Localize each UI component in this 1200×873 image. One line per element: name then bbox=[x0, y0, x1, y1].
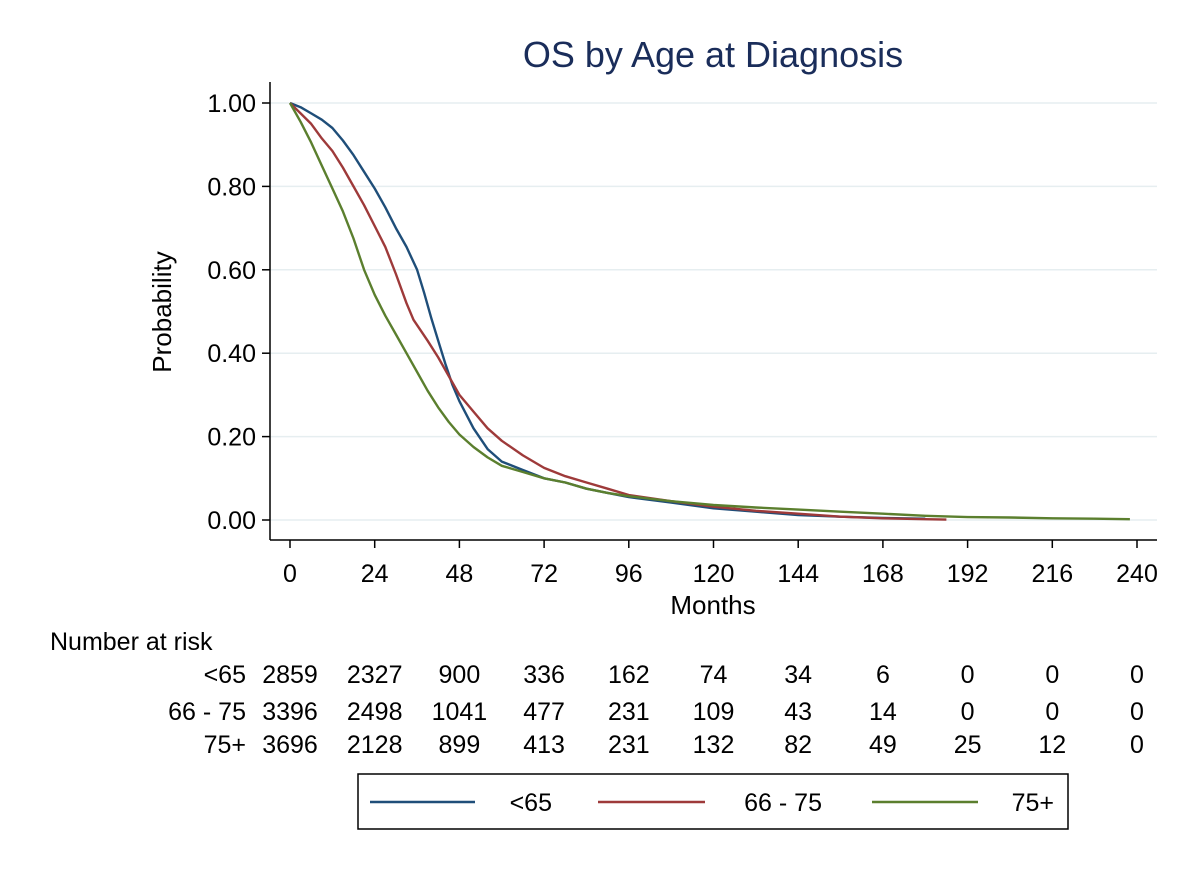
x-tick-label: 96 bbox=[615, 560, 643, 588]
risk-cell: 1041 bbox=[432, 698, 488, 726]
risk-cell: 2498 bbox=[347, 698, 403, 726]
risk-cell: 162 bbox=[608, 661, 650, 689]
gridlines bbox=[270, 102, 1157, 521]
risk-cell: 3396 bbox=[262, 698, 318, 726]
x-tick-label: 144 bbox=[777, 560, 819, 588]
x-tick-label: 240 bbox=[1116, 560, 1158, 588]
risk-cell: 82 bbox=[784, 731, 812, 759]
x-tick-label: 192 bbox=[947, 560, 989, 588]
risk-row-label: 75+ bbox=[204, 731, 246, 759]
risk-cell: 25 bbox=[954, 731, 982, 759]
series-line-0 bbox=[289, 101, 926, 520]
chart-title: OS by Age at Diagnosis bbox=[523, 34, 903, 75]
risk-cell: 231 bbox=[608, 731, 650, 759]
risk-cell: 49 bbox=[869, 731, 897, 759]
y-tick-label: 0.00 bbox=[207, 507, 256, 535]
survival-curves bbox=[288, 101, 1130, 521]
y-tick-label: 0.60 bbox=[207, 257, 256, 285]
risk-cell: 0 bbox=[961, 698, 975, 726]
x-tick-label: 24 bbox=[361, 560, 389, 588]
risk-cell: 2128 bbox=[347, 731, 403, 759]
risk-cell: 231 bbox=[608, 698, 650, 726]
risk-cell: 2327 bbox=[347, 661, 403, 689]
risk-cell: 3696 bbox=[262, 731, 318, 759]
risk-cell: 0 bbox=[961, 661, 975, 689]
legend-label-1: 66 - 75 bbox=[744, 789, 822, 817]
series-line-1 bbox=[289, 102, 947, 521]
risk-cell: 336 bbox=[523, 661, 565, 689]
risk-cell: 900 bbox=[439, 661, 481, 689]
x-tick-label: 120 bbox=[693, 560, 735, 588]
x-tick-label: 216 bbox=[1031, 560, 1073, 588]
x-tick-label: 48 bbox=[445, 560, 473, 588]
x-axis-ticks: 0 24 48 72 96 120 144 168 192 216 240 bbox=[283, 540, 1158, 588]
risk-cell: 109 bbox=[693, 698, 735, 726]
x-tick-label: 168 bbox=[862, 560, 904, 588]
risk-cell: 6 bbox=[876, 661, 890, 689]
risk-table: <65 2859 2327 900 336 162 74 34 6 0 0 0 66 - 75 3396 2… bbox=[168, 661, 1144, 759]
risk-table-heading: Number at risk bbox=[50, 628, 213, 656]
risk-cell: 0 bbox=[1130, 661, 1144, 689]
y-tick-label: 0.20 bbox=[207, 424, 256, 452]
risk-row-label: <65 bbox=[204, 661, 246, 689]
risk-cell: 0 bbox=[1045, 661, 1059, 689]
x-axis-label: Months bbox=[670, 590, 755, 620]
risk-cell: 0 bbox=[1130, 731, 1144, 759]
risk-cell: 0 bbox=[1130, 698, 1144, 726]
risk-cell: 14 bbox=[869, 698, 897, 726]
risk-cell: 0 bbox=[1045, 698, 1059, 726]
risk-cell: 413 bbox=[523, 731, 565, 759]
risk-cell: 12 bbox=[1038, 731, 1066, 759]
risk-cell: 477 bbox=[523, 698, 565, 726]
x-tick-label: 0 bbox=[283, 560, 297, 588]
y-tick-label: 0.80 bbox=[207, 173, 256, 201]
series-line-2 bbox=[288, 102, 1130, 521]
y-tick-label: 1.00 bbox=[207, 90, 256, 118]
risk-cell: 899 bbox=[439, 731, 481, 759]
y-axis-label: Probability bbox=[147, 251, 177, 372]
x-tick-label: 72 bbox=[530, 560, 558, 588]
risk-cell: 2859 bbox=[262, 661, 318, 689]
legend-label-2: 75+ bbox=[1012, 789, 1054, 817]
legend: <65 66 - 75 75+ bbox=[357, 773, 1069, 830]
legend-label-0: <65 bbox=[510, 789, 552, 817]
risk-cell: 43 bbox=[784, 698, 812, 726]
risk-row-label: 66 - 75 bbox=[168, 698, 246, 726]
risk-cell: 34 bbox=[784, 661, 812, 689]
plot-frame bbox=[269, 82, 1157, 541]
y-axis-ticks: 0.00 0.20 0.40 0.60 0.80 1.00 bbox=[207, 90, 270, 535]
risk-cell: 74 bbox=[700, 661, 728, 689]
y-tick-label: 0.40 bbox=[207, 340, 256, 368]
risk-cell: 132 bbox=[693, 731, 735, 759]
